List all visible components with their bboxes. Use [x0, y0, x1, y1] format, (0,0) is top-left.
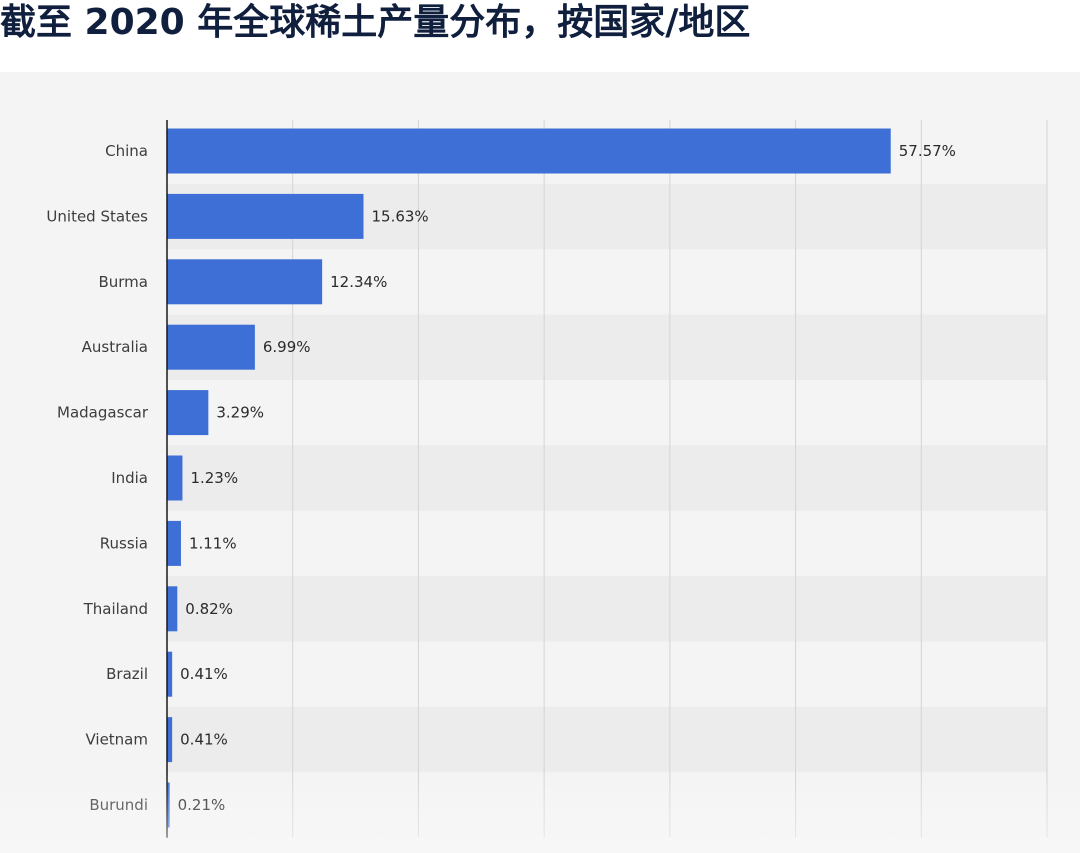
category-label: Thailand	[83, 600, 148, 618]
category-label: Madagascar	[57, 404, 149, 422]
row-stripe	[167, 706, 1047, 773]
value-label: 6.99%	[263, 338, 311, 356]
category-label: China	[105, 142, 148, 160]
value-label: 0.21%	[178, 796, 226, 814]
row-stripe	[167, 445, 1047, 511]
category-label: India	[111, 469, 148, 487]
category-label: Australia	[82, 338, 148, 356]
value-label: 3.29%	[216, 404, 264, 422]
row-stripe	[167, 314, 1047, 380]
category-label: Russia	[100, 534, 148, 552]
bar	[167, 520, 181, 566]
category-label: Brazil	[106, 665, 148, 683]
category-label: Burma	[98, 273, 148, 291]
category-label: United States	[46, 207, 148, 225]
value-label: 1.11%	[189, 534, 237, 552]
value-label: 0.82%	[185, 600, 233, 618]
bar	[167, 586, 178, 632]
value-label: 1.23%	[190, 469, 238, 487]
value-label: 12.34%	[330, 273, 387, 291]
bar	[167, 193, 364, 239]
bar	[167, 651, 173, 697]
bar	[167, 324, 255, 370]
value-label: 0.41%	[180, 731, 228, 749]
value-label: 57.57%	[899, 142, 956, 160]
bar	[167, 455, 183, 501]
category-label: Vietnam	[85, 731, 148, 749]
bar	[167, 128, 891, 174]
chart-title: 截至 2020 年全球稀土产量分布，按国家/地区	[0, 2, 751, 43]
bar	[167, 717, 173, 763]
value-label: 15.63%	[371, 207, 428, 225]
bar	[167, 259, 323, 305]
category-label: Burundi	[89, 796, 148, 814]
bar	[167, 390, 209, 436]
row-stripe	[167, 576, 1047, 642]
value-label: 0.41%	[180, 665, 228, 683]
